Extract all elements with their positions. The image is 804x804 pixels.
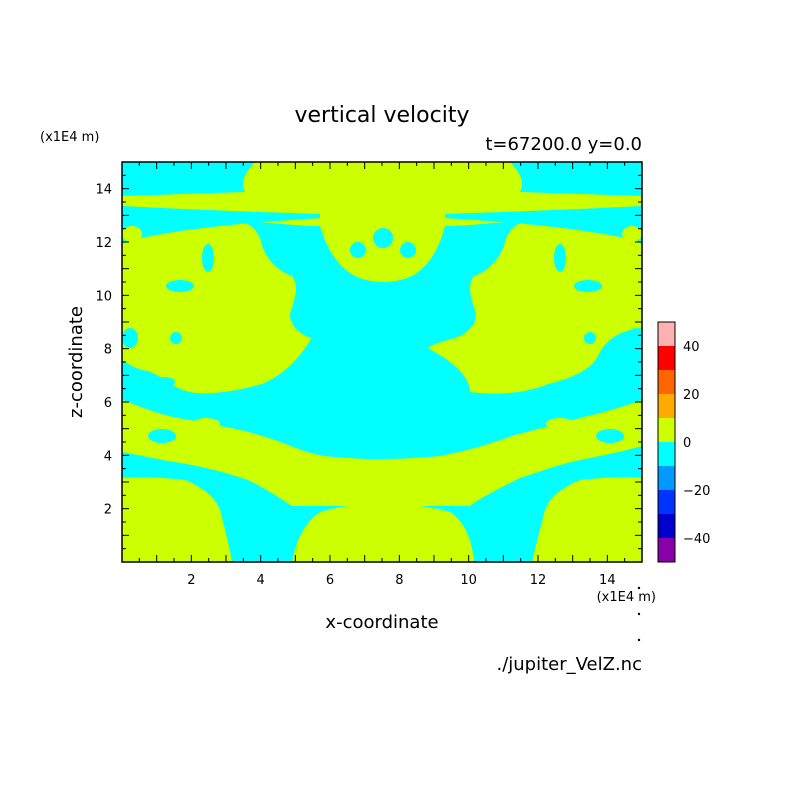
colorbar-segment <box>658 514 675 538</box>
y-tick-label: 2 <box>104 503 112 518</box>
colorbar-label: 0 <box>683 436 691 451</box>
negative-blob <box>584 332 596 344</box>
chart-title: vertical velocity <box>294 103 469 128</box>
negative-region <box>122 206 320 244</box>
positive-region <box>532 477 642 562</box>
colorbar-label: −40 <box>683 532 710 547</box>
x-tick-label: 4 <box>257 573 265 588</box>
x-axis-label: x-coordinate <box>325 612 438 633</box>
negative-blob <box>628 328 642 348</box>
negative-blob <box>574 280 602 292</box>
negative-blob <box>122 328 138 348</box>
colorbar-segment <box>658 466 675 490</box>
x-axis-ticks: 2 4 6 8 10 12 14 <box>138 162 626 588</box>
colorbar <box>657 321 676 563</box>
colorbar-segment <box>658 394 675 418</box>
negative-blob <box>373 228 393 248</box>
negative-blob <box>170 332 182 344</box>
negative-blob <box>155 377 175 387</box>
negative-blob <box>400 242 416 258</box>
small-features <box>122 226 642 443</box>
negative-region <box>445 206 642 244</box>
corner-dot <box>637 612 641 616</box>
positive-region <box>122 477 232 562</box>
colorbar-labels: 40 20 0 −20 −40 <box>683 340 710 547</box>
positive-blob <box>622 226 642 242</box>
negative-region <box>236 220 530 388</box>
negative-blob <box>202 244 214 272</box>
y-tick-label: 8 <box>104 343 112 358</box>
negative-blob <box>596 429 624 443</box>
negative-blob <box>148 429 176 443</box>
corner-marks <box>637 586 641 642</box>
x-scale-label: (x1E4 m) <box>597 590 656 605</box>
y-scale-label: (x1E4 m) <box>40 130 99 145</box>
y-tick-label: 4 <box>104 449 112 464</box>
positive-region <box>292 504 474 562</box>
x-tick-label: 6 <box>326 573 334 588</box>
positive-blob <box>122 226 142 242</box>
x-tick-label: 12 <box>530 573 547 588</box>
negative-blob <box>595 377 615 387</box>
positive-blob <box>546 418 574 430</box>
y-axis-label: z-coordinate <box>66 306 87 418</box>
colorbar-label: 40 <box>683 340 700 355</box>
positive-blob <box>192 418 220 430</box>
x-tick-label: 8 <box>395 573 403 588</box>
y-tick-label: 6 <box>104 396 112 411</box>
colorbar-label: −20 <box>683 484 710 499</box>
negative-region <box>122 162 255 196</box>
colorbar-label: 20 <box>683 388 700 403</box>
plot-area <box>122 162 642 562</box>
colorbar-segment <box>658 490 675 514</box>
colorbar-segment <box>658 370 675 394</box>
negative-blob <box>350 242 366 258</box>
y-axis-ticks: 2 4 6 8 10 12 14 <box>95 174 642 550</box>
y-tick-label: 14 <box>95 183 112 198</box>
colorbar-segment <box>658 538 675 562</box>
x-tick-label: 2 <box>187 573 195 588</box>
colorbar-segment <box>658 322 675 346</box>
negative-region <box>510 162 642 196</box>
colorbar-frame <box>657 321 676 563</box>
negative-velocity-regions <box>122 162 642 388</box>
positive-region <box>122 400 642 506</box>
colorbar-segment <box>658 418 675 442</box>
colorbar-segment <box>658 346 675 370</box>
negative-blob <box>554 244 566 272</box>
y-tick-label: 12 <box>95 236 112 251</box>
chart-subtitle: t=67200.0 y=0.0 <box>485 134 642 155</box>
source-file-label: ./jupiter_VelZ.nc <box>496 654 642 675</box>
x-tick-label: 10 <box>460 573 477 588</box>
colorbar-segment <box>658 442 675 466</box>
x-tick-label: 14 <box>599 573 616 588</box>
y-tick-label: 10 <box>95 289 112 304</box>
negative-blob <box>166 280 194 292</box>
corner-dot <box>637 586 641 590</box>
corner-dot <box>637 638 641 642</box>
